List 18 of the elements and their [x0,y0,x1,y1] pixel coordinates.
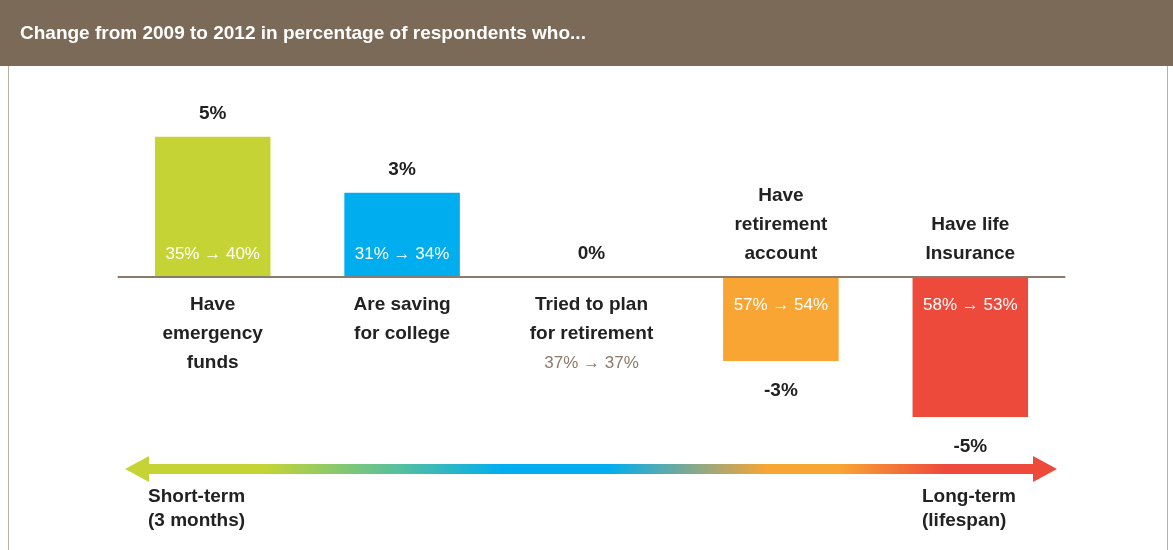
annotation: 57% → 54% [733,295,829,315]
annotation: 31% → 34% [354,244,450,264]
data-label: -5% [953,434,988,456]
x-tick-label: Tried to plan for retirement [529,292,654,343]
data-label: -3% [764,378,798,400]
data-label: 0% [577,241,606,263]
annotation: 35% → 40% [165,244,260,264]
data-label: 3% [388,157,416,179]
data-label: 5% [198,101,227,123]
annotation: 58% → 53% [923,295,1018,315]
text: Long-term (lifespan) [922,484,1017,532]
x-tick-label: Have life Insurance [925,212,1016,263]
x-tick-label: Have retirement account [734,183,829,263]
x-tick-label: Are saving for college [353,292,451,343]
chart-title: Change from 2009 to 2012 in percentage of respondents who... [0,0,1173,66]
text: Short-term (3 months) [148,484,247,532]
annotation: 37% → 37% [544,353,639,373]
x-tick-label: Have emergency funds [162,292,264,372]
